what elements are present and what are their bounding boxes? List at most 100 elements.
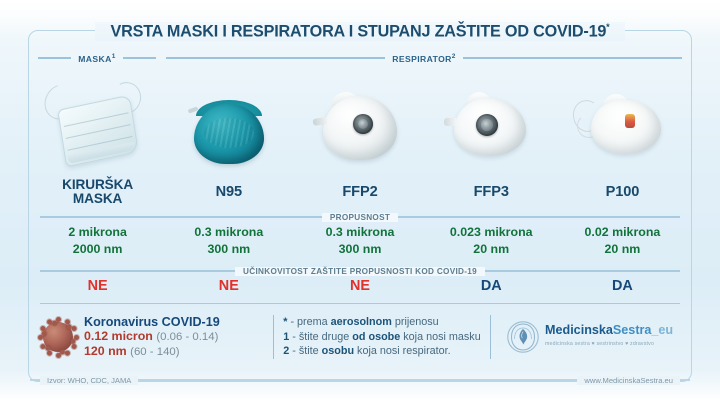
product-name-ffp2: FFP2 [342,183,378,200]
product-name-surgical-line2: MASKA [72,191,123,206]
virus-name: Koronavirus COVID-19 [84,315,220,329]
effectiveness-surgical: NE [87,278,108,294]
surgical-mask-edge [67,141,135,164]
footnote-2-marker: 2 [283,345,290,358]
footnote-2: 2 - štite osobu koja nosi respirator. [283,344,480,359]
surgical-pleat [63,112,129,128]
permeability-ffp3-nm: 20 nm [473,242,510,256]
source-row: Izvor: WHO, CDC, JAMA www.MedicinskaSest… [30,374,690,386]
footnote-1-bold: od osobe [352,330,401,343]
divider-line-right [398,216,681,218]
ffp3-exhalation-valve-icon [476,114,499,136]
footnote-asterisk-post: prijenosu [391,316,439,329]
permeability-p100-micron: 0.02 mikrona [584,225,661,239]
effectiveness-ffp2: NE [350,278,370,294]
effectiveness-ffp3: DA [480,278,502,294]
category-rule-row: MASKA1 RESPIRATOR2 [38,50,683,66]
brand-name: MedicinskaSestra_eu [545,323,674,337]
effectiveness-n95: NE [218,278,239,294]
product-name-n95: N95 [215,183,243,200]
source-corner-left [30,379,40,381]
footer-separator-1 [272,315,275,359]
category-label-maska-text: MASKA [78,53,112,64]
footnote-1-post: koja nosi masku [400,330,481,343]
p100-strap-clip-lower [577,114,602,138]
category-respirator: RESPIRATOR2 [166,53,683,64]
product-column-p100 [557,66,688,194]
footer-top-rule [40,303,680,305]
n95-body [193,104,264,164]
virus-spike [51,319,58,326]
bottom-edge [0,399,720,402]
virus-size-micron: 0.12 micron (0.06 - 0.14) [84,329,220,344]
permeability-ffp2: 0.3 mikrona 300 nm [294,224,425,260]
coronavirus-icon [36,315,80,359]
effectiveness-p100: DA [612,278,633,294]
rule-right-maska [122,57,156,59]
permeability-n95: 0.3 mikrona 300 nm [163,224,294,260]
footnote-asterisk-pre: - prema [287,316,331,329]
source-rule [138,379,578,381]
brand-logo-text: MedicinskaSestra_eu medicinska sestra ♥ … [545,324,673,350]
product-name-surgical: KIRURŠKA MASKA [32,176,163,208]
source-right[interactable]: www.MedicinskaSestra.eu [577,375,680,385]
ffp2-exhalation-valve-icon [353,114,373,134]
product-image-row [32,66,688,194]
product-name-p100: P100 [605,183,640,200]
brand-name-part3: _eu [651,323,674,337]
permeability-ffp3: 0.023 mikrona 20 nm [426,224,557,260]
top-edge [0,0,720,3]
footer-separator-2 [489,315,491,359]
rule-left-maska [38,57,72,59]
product-column-surgical [32,66,163,194]
virus-text-block: Koronavirus COVID-19 0.12 micron (0.06 -… [84,315,220,359]
rule-right-respirator [462,57,683,59]
permeability-surgical: 2 mikrona 2000 nm [32,224,163,260]
source-corner-right [680,379,690,381]
surgical-pleat [65,124,131,140]
virus-size-micron-value: 0.12 micron [84,329,153,343]
category-marker-respirator: 2 [451,52,456,60]
permeability-ffp2-nm: 300 nm [338,242,382,256]
brand-name-part1: Medicinska [545,323,613,337]
divider-line-left [40,216,322,218]
divider-label-effectiveness: UČINKOVITOST ZAŠTITE PROPUSNOSTI KOD COV… [235,266,485,276]
divider-effectiveness: UČINKOVITOST ZAŠTITE PROPUSNOSTI KOD COV… [40,264,681,278]
permeability-surgical-micron: 2 mikrona [68,225,127,239]
footnote-2-bold: osobu [321,345,355,358]
category-label-maska: MASKA1 [71,53,123,64]
n95-texture [203,118,254,148]
p100-brand-logo-icon [625,114,636,128]
n95-respirator-icon [170,74,288,194]
brand-subtitle: medicinska sestra ♥ sestrinstvo ♥ zdravs… [545,341,655,347]
ffp2-respirator-icon [301,74,419,194]
footnote-asterisk-marker: * [283,316,288,329]
nurse-emblem-icon [506,320,540,354]
divider-permeability: PROPUSNOST [40,210,681,224]
category-label-respirator: RESPIRATOR2 [385,53,463,64]
brand-name-part2: Sestra [612,323,652,337]
footnote-1: 1 - štite druge od osobe koja nosi masku [283,330,480,345]
divider-line-left-eff [40,270,236,272]
product-name-ffp3: FFP3 [473,183,509,200]
product-column-ffp3 [426,66,557,194]
brand-logo-block[interactable]: MedicinskaSestra_eu medicinska sestra ♥ … [500,320,684,354]
ffp3-respirator-icon [432,74,550,194]
permeability-n95-nm: 300 nm [207,242,251,256]
footnote-1-marker: 1 [283,330,290,343]
footnote-2-pre: - štite [289,345,322,358]
permeability-n95-micron: 0.3 mikrona [194,225,264,239]
virus-size-nm-value: 120 nm [84,344,127,358]
category-maska: MASKA1 [38,53,156,64]
category-label-respirator-text: RESPIRATOR [392,53,452,64]
permeability-ffp2-micron: 0.3 mikrona [325,225,395,239]
footnote-2-post: koja nosi respirator. [354,345,451,358]
virus-size-micron-range: (0.06 - 0.14) [156,331,219,343]
permeability-row: 2 mikrona 2000 nm 0.3 mikrona 300 nm 0.3… [32,224,688,260]
permeability-p100-nm: 20 nm [604,242,641,256]
source-left: Izvor: WHO, CDC, JAMA [40,375,139,385]
rule-left-respirator [166,57,386,59]
product-column-ffp2 [294,66,425,194]
product-column-n95 [163,66,294,194]
